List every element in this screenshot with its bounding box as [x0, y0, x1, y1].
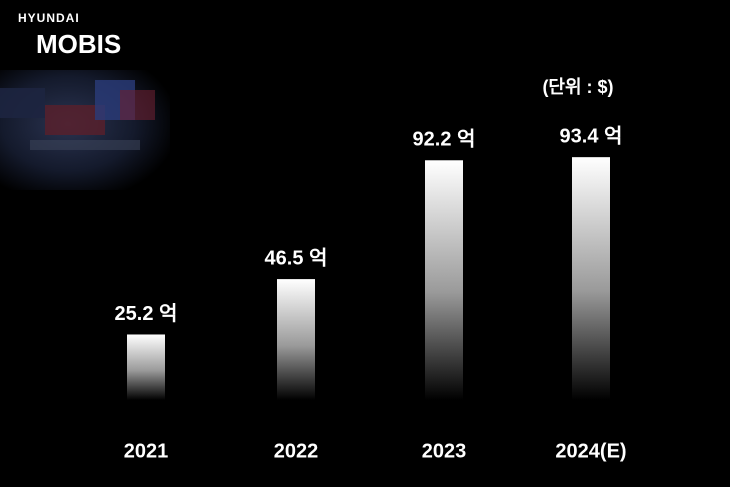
x-tick-label: 2023 [422, 440, 467, 462]
value-label: 46.5 억 [265, 246, 328, 269]
x-tick-label: 2024(E) [555, 440, 626, 462]
logo-brand: HYUNDAI [18, 11, 80, 25]
x-tick-label: 2021 [124, 440, 169, 462]
photo [0, 70, 170, 190]
x-tick-label: 2022 [274, 440, 319, 462]
bar [127, 334, 165, 400]
unit-label: (단위 : $) [542, 77, 613, 97]
bar [425, 160, 463, 400]
bar [277, 279, 315, 400]
value-label: 25.2 억 [115, 302, 178, 325]
logo-name: MOBIS [36, 29, 121, 59]
bar [572, 157, 610, 400]
value-label: 92.2 억 [413, 128, 476, 151]
value-label: 93.4 억 [560, 124, 623, 147]
